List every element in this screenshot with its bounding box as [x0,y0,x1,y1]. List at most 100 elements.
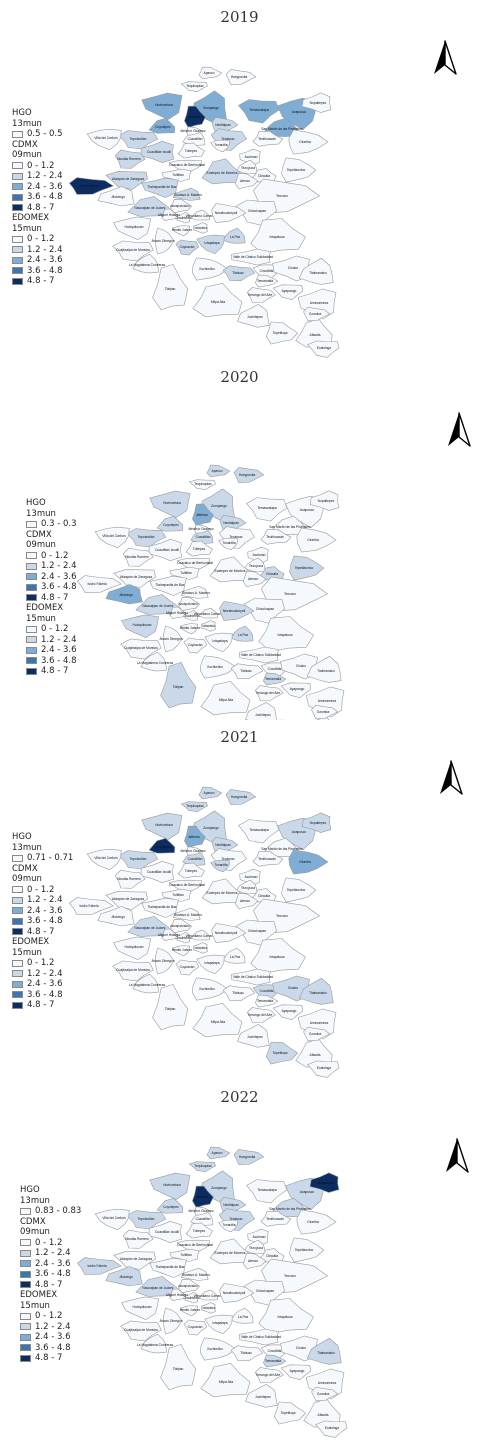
region-tultepec [185,540,213,557]
region-cuauhtemoc [184,1292,199,1304]
legend-swatch [26,583,37,591]
choropleth-map: Apaxco Hueypoxtla Tequixquiac Huehuetoca Zum… [68,66,340,358]
legend-bin-1: 1.2 - 2.4 [12,969,73,980]
region-benitojuarez [172,945,190,957]
region-label-naucalpan: Naucalpan de Juárez [142,1286,174,1290]
legend-bin-3: 3.6 - 4.8 [12,916,73,927]
region-label-hueypoxtla: Hueypoxtla [231,75,248,79]
region-nicolasromero [122,1229,154,1249]
region-nicolasromero [114,869,146,889]
legend-bin-3: 3.6 - 4.8 [26,656,77,667]
region-coyoacan [175,239,200,256]
region-label-iztapalapa: Iztapalapa [212,1321,227,1325]
year-title: 2020 [220,368,259,386]
legend-swatch [12,172,23,180]
legend-swatch [12,980,23,988]
region-tlahuac [230,663,264,680]
legend-bin-label: 1.2 - 2.4 [41,634,77,645]
legend-swatch [26,552,37,560]
region-label-tequixquiac: Tequixquiac [194,482,212,486]
region-tlalpan [152,984,189,1031]
region-gamadero [180,1267,209,1281]
region-magdalena [132,973,159,994]
legend-bin-label: 2.4 - 3.6 [27,905,63,916]
region-label-cuautitlanizcalli: Cuautitlán Izcalli [147,870,171,874]
north-arrow-icon [446,1138,469,1173]
legend-bin-label: 2.4 - 3.6 [35,1332,71,1342]
region-ecatepec [201,878,241,905]
legend-edomex-subtitle: 15mun [26,613,56,624]
region-label-jilotzingo: Jilotzingo [111,195,125,199]
legend-bin-1: 1.2 - 2.4 [12,171,63,182]
region-label-villacarbon: Villa del Carbón [102,534,125,538]
region-tlalpan [152,264,189,311]
region-tlalpan [160,662,197,709]
region-label-milpaalta: Milpa Alta [211,1020,225,1024]
region-tultepec [177,142,205,159]
region-coyoacan [175,959,200,976]
region-label-milpaalta: Milpa Alta [219,1380,233,1384]
region-label-jaltenco: Jaltenco [188,115,200,119]
region-label-lapaz: La Paz [238,633,249,637]
region-jilotzingo [97,906,135,927]
legend-bin-1: 1.2 - 2.4 [12,245,63,256]
region-label-benitojuarez: Benito Juárez [172,228,193,232]
region-otumba [296,527,337,553]
region-jaltenco [184,825,206,849]
legend-bin-4: 4.8 - 7 [12,276,63,287]
region-teotihuacan [260,528,292,545]
region-label-gamadero: Gustavo A. Madero [174,193,202,197]
region-label-ixtapaluca: Ixtapaluca [269,235,284,239]
legend-hgo-entry: 0.5 - 0.5 [12,129,63,140]
region-label-nicolasromero: Nicolás Romero [117,877,141,881]
region-azcapotzalco [170,918,193,934]
legend-hgo-entry: 0.71 - 0.71 [12,853,73,864]
region-label-iztapalapa: Iztapalapa [204,241,219,245]
legend-bin-label: 4.8 - 7 [27,926,55,937]
legend-swatch [20,1323,31,1331]
region-cuauhtemoc [176,212,191,224]
region-label-benitojuarez: Benito Juárez [180,626,201,630]
region-label-chalco: Chalco [288,266,298,270]
region-label-smpiramides: San Martín de las Pirámides [269,1207,311,1211]
region-label-ayapango: Ayapango [282,1009,297,1013]
region-label-ixtapaluca: Ixtapaluca [277,633,292,637]
region-label-magdalena: La Magdalena Contreras [129,983,166,987]
legend-bin-label: 2.4 - 3.6 [27,181,63,192]
region-label-amecameca: Amecameca [318,699,336,703]
region-label-alvaroobregon: Álvaro Obregón [151,239,174,243]
legend-bin-label: 1.2 - 2.4 [27,968,63,979]
region-ayapango [280,1364,311,1381]
region-tonanitla [210,139,230,153]
legend-edomex-subtitle: 15mun [20,1300,50,1311]
region-label-nextlalpan: Nextlalpan [215,123,231,127]
region-venustiano [190,929,210,941]
legend-bin-0: 0 - 1.2 [20,1238,81,1249]
region-label-tlahuac: Tláhuac [232,271,244,275]
region-label-temamatla: Temamatla [265,1359,281,1363]
region-label-tonanitla: Tonanitla [214,863,227,867]
region-label-coyoacan: Coyoacán [188,1325,203,1329]
region-label-tlalmanalco: Tlalmanalco [317,1351,335,1355]
region-label-tultitlan: Tultitlán [180,571,192,575]
region-label-isidrofabela: Isidro Fabela [79,904,98,908]
region-label-amecameca: Amecameca [310,301,328,305]
region-tequixquiac [188,479,216,491]
region-label-venustiano: Venustiano Carranza [194,612,225,616]
legend-hgo-entry: 0.3 - 0.3 [26,519,77,530]
region-tepotzotlan [118,850,159,870]
region-label-alvaroobregon: Álvaro Obregón [159,1319,182,1323]
legend-bin-label: 3.6 - 4.8 [41,655,77,666]
legend-hgo-range: 0.3 - 0.3 [41,519,77,529]
legend-swatch [20,1270,31,1278]
region-ayapango [272,284,303,301]
region-label-cocotitlan: Cocotitlán [268,667,283,671]
region-apaxco [206,464,231,478]
region-label-atlautla: Atlautla [318,1413,329,1417]
region-azcapotzalco [170,198,193,214]
region-label-cuautitlanizcalli: Cuautitlán Izcalli [155,1230,179,1234]
region-label-tenango: Tenango del Aire [248,293,273,297]
legend-bin-1: 1.2 - 2.4 [20,1322,81,1333]
region-tepetlaoxtoc [289,555,325,581]
region-label-iztacalco: Iztacalco [202,624,215,628]
